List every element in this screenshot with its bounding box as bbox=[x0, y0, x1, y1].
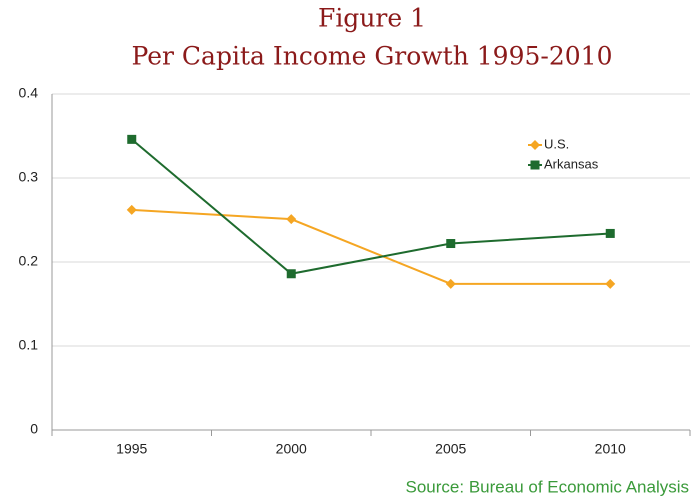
marker bbox=[445, 278, 456, 289]
marker bbox=[286, 214, 297, 225]
marker bbox=[530, 140, 540, 150]
y-tick-label: 0.3 bbox=[19, 169, 39, 185]
y-tick-label: 0 bbox=[30, 421, 38, 437]
source-note: Source: Bureau of Economic Analysis bbox=[406, 477, 689, 496]
y-tick-label: 0.1 bbox=[19, 337, 39, 353]
x-tick-label: 2000 bbox=[276, 441, 307, 457]
marker bbox=[605, 278, 616, 289]
y-tick-label: 0.4 bbox=[19, 85, 39, 101]
chart-title: Figure 1 bbox=[318, 4, 426, 33]
chart-subtitle: Per Capita Income Growth 1995-2010 bbox=[132, 42, 613, 71]
marker bbox=[605, 228, 615, 238]
series-line bbox=[131, 138, 611, 275]
marker bbox=[446, 239, 456, 249]
x-tick-label: 2010 bbox=[595, 441, 626, 457]
legend-label: Arkansas bbox=[544, 156, 599, 171]
legend-label: U.S. bbox=[544, 136, 569, 151]
marker bbox=[126, 204, 137, 215]
x-tick-label: 2005 bbox=[435, 441, 466, 457]
marker bbox=[286, 269, 296, 279]
marker bbox=[530, 160, 540, 170]
series-line bbox=[131, 208, 611, 285]
marker bbox=[127, 134, 137, 144]
x-tick-label: 1995 bbox=[116, 441, 147, 457]
y-tick-label: 0.2 bbox=[19, 253, 39, 269]
